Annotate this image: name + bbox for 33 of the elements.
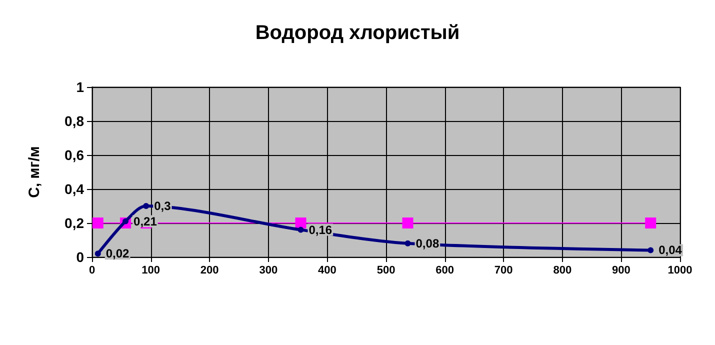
data-label: 0,08	[416, 236, 440, 250]
point	[648, 247, 654, 254]
x-tick-label: 900	[612, 264, 630, 276]
point	[298, 226, 304, 233]
chart-title: Водород хлористый	[255, 22, 460, 44]
data-label: 0,04	[658, 243, 682, 258]
x-tick-label: 100	[142, 264, 160, 276]
x-tick-label: 500	[376, 264, 396, 276]
point	[402, 218, 414, 228]
point	[94, 250, 101, 257]
x-tick-label: 200	[200, 264, 219, 276]
y-tick-label: 1	[76, 79, 84, 95]
point	[143, 203, 150, 209]
x-tick-label: 0	[88, 264, 96, 276]
point	[92, 218, 104, 228]
data-label: 0,3	[154, 199, 172, 213]
x-tick-label: 700	[494, 264, 513, 276]
point	[404, 240, 411, 246]
data-label: 0,16	[308, 222, 332, 237]
y-tick-label: 0,8	[64, 113, 84, 129]
y-tick-label: 0	[76, 249, 84, 265]
y-tick-label: 0,6	[64, 147, 84, 163]
x-tick-label: 600	[436, 264, 454, 276]
y-tick-label: 0,2	[64, 215, 84, 231]
x-tick-label: 1000	[668, 264, 692, 276]
x-tick-label: 800	[553, 264, 572, 276]
point	[645, 218, 656, 228]
y-axis-title: С, мг/м	[26, 146, 43, 198]
data-label: 0,02	[106, 246, 130, 261]
point	[295, 218, 306, 228]
y-tick-label: 0,4	[64, 181, 84, 197]
x-tick-label: 400	[318, 264, 336, 276]
x-tick-label: 300	[259, 264, 278, 276]
